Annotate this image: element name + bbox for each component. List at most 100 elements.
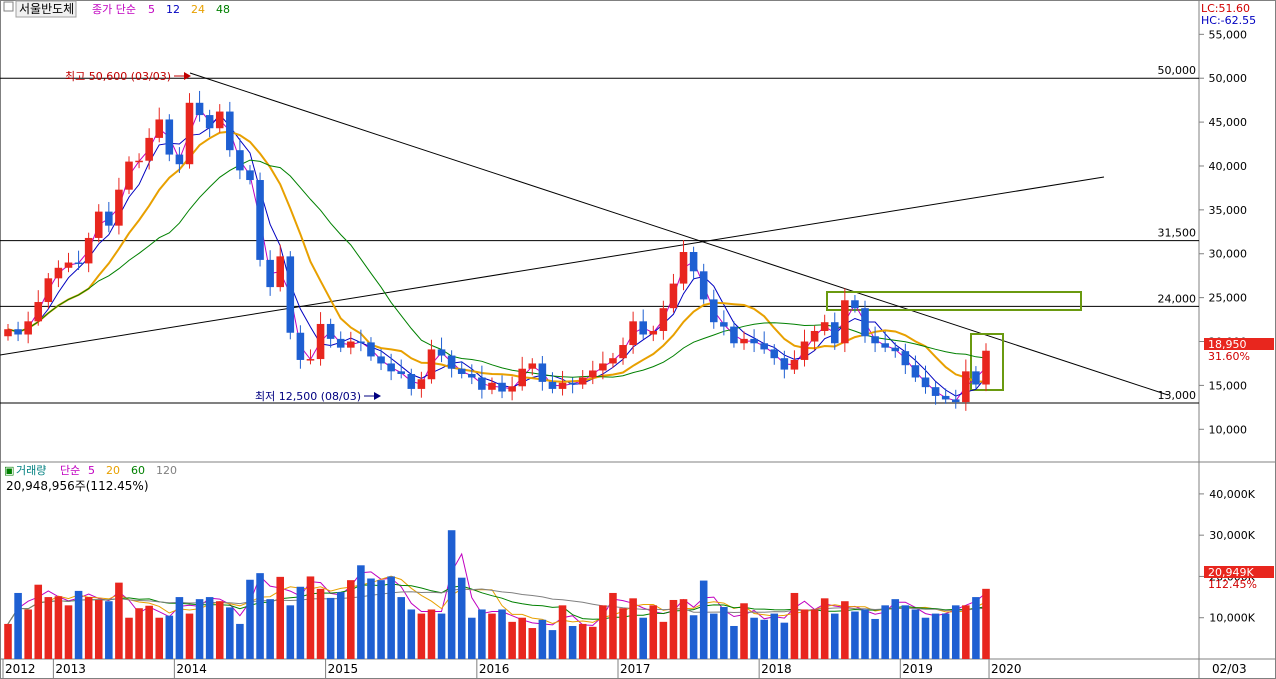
candle-body[interactable] [538,363,547,382]
volume-bar[interactable] [367,578,375,659]
candle-body[interactable] [215,111,224,129]
range-box-current[interactable] [970,333,1004,391]
candle-body[interactable] [589,370,597,378]
volume-bar[interactable] [599,605,607,659]
candle-body[interactable] [236,150,244,171]
candle[interactable] [165,114,174,162]
candle[interactable] [347,331,355,355]
volume-bar[interactable] [377,580,385,659]
volume-bar[interactable] [962,605,970,659]
volume-bar[interactable] [881,605,889,659]
candle[interactable] [669,273,678,313]
candle[interactable] [94,204,103,243]
volume-bar[interactable] [195,599,204,659]
candle-body[interactable] [740,338,748,344]
candle-body[interactable] [669,283,678,309]
range-box-upper[interactable] [826,291,1082,311]
candle-body[interactable] [125,161,133,190]
candle-body[interactable] [951,399,960,403]
volume-bar[interactable] [447,530,456,659]
candle-body[interactable] [699,271,708,300]
volume-bar[interactable] [518,617,526,659]
candle-body[interactable] [750,338,758,344]
candle[interactable] [679,240,688,291]
candle[interactable] [115,177,123,235]
volume-bar[interactable] [619,608,627,659]
volume-bar[interactable] [830,613,839,659]
volume-bar[interactable] [468,617,476,659]
candle-body[interactable] [54,267,63,279]
candle[interactable] [84,232,93,273]
candle-body[interactable] [871,336,879,344]
candle-body[interactable] [165,119,174,155]
volume-bar[interactable] [951,605,960,659]
volume-bar[interactable] [740,603,748,659]
volume-bar[interactable] [266,599,274,659]
candle-body[interactable] [861,308,869,337]
candle-body[interactable] [830,322,839,344]
candle-body[interactable] [599,363,607,371]
volume-bar[interactable] [861,609,869,659]
candle[interactable] [175,147,184,174]
candle[interactable] [901,343,910,374]
candle[interactable] [962,359,970,411]
volume-bar[interactable] [478,609,486,659]
candle-body[interactable] [689,251,698,272]
volume-bar[interactable] [407,609,416,659]
candle[interactable] [326,318,335,348]
candle-body[interactable] [417,379,426,389]
candle-body[interactable] [316,323,325,360]
candles[interactable] [4,90,990,411]
candle[interactable] [205,109,214,138]
candle[interactable] [447,350,456,378]
candle-body[interactable] [155,119,164,138]
volume-bar[interactable] [639,617,647,659]
candle-body[interactable] [720,322,728,327]
volume-bar[interactable] [589,626,597,659]
candle-body[interactable] [659,308,668,331]
candle[interactable] [508,376,516,401]
candle-body[interactable] [558,382,567,389]
volume-bar[interactable] [306,576,315,659]
volume-bar[interactable] [296,586,305,659]
candle[interactable] [639,309,647,339]
volume-bar[interactable] [175,597,184,659]
candle-body[interactable] [911,365,920,378]
volume-bar[interactable] [669,599,678,659]
volume-bar[interactable] [699,580,708,659]
candle[interactable] [861,300,869,343]
volume-bar[interactable] [246,579,254,659]
volume-bar[interactable] [105,601,113,659]
candle-body[interactable] [34,302,43,322]
candle-body[interactable] [175,154,184,165]
candle[interactable] [881,331,889,353]
trendline-resistance[interactable] [189,72,1169,396]
volume-bar[interactable] [226,607,234,659]
candle[interactable] [548,372,557,394]
candle-body[interactable] [115,189,123,226]
candle[interactable] [226,101,234,157]
candle[interactable] [286,251,295,340]
candle-body[interactable] [498,382,506,392]
candle[interactable] [14,321,22,342]
volume-bar[interactable] [74,590,83,659]
volume-bar[interactable] [44,597,53,659]
candle[interactable] [367,337,375,361]
volume-bar[interactable] [508,621,516,659]
volume-bar[interactable] [115,582,123,659]
volume-bar[interactable] [437,613,446,659]
volume-bar[interactable] [326,597,335,659]
candle[interactable] [488,377,496,395]
volume-bar[interactable] [316,588,325,659]
candle[interactable] [276,244,285,292]
candle-body[interactable] [145,137,153,161]
volume-bar[interactable] [205,597,214,659]
candle-body[interactable] [205,115,214,129]
volume-bar[interactable] [679,599,688,659]
candle[interactable] [407,368,416,396]
candle[interactable] [649,325,658,342]
candle[interactable] [336,331,345,353]
candle-body[interactable] [447,355,456,369]
volume-bar[interactable] [347,580,355,659]
candle[interactable] [236,138,244,180]
